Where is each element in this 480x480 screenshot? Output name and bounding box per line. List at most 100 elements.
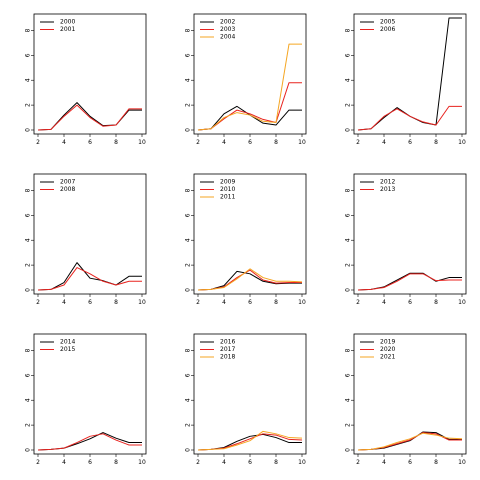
x-tick-label: 4 (62, 459, 66, 466)
series-line-2012 (357, 272, 462, 291)
legend-label: 2000 (60, 19, 75, 26)
x-tick-label: 2 (356, 459, 360, 466)
y-tick-label: 0 (185, 448, 192, 452)
y-tick-label: 4 (185, 78, 192, 82)
y-tick-label: 6 (185, 53, 192, 57)
legend-label: 2009 (220, 179, 235, 186)
x-axis: 2 4 6 8 10 (196, 294, 306, 306)
legend-label: 2005 (380, 19, 395, 26)
x-tick-label: 4 (62, 139, 66, 146)
legend-label: 2020 (380, 346, 395, 353)
x-tick-label: 6 (408, 139, 412, 146)
x-tick-label: 8 (114, 459, 118, 466)
series-line-2014 (37, 432, 142, 451)
series-line-2004 (197, 43, 302, 131)
x-tick-label: 4 (222, 299, 226, 306)
x-axis: 2 4 6 8 10 (356, 294, 466, 306)
legend-label: 2014 (60, 339, 75, 346)
y-tick-label: 6 (185, 373, 192, 377)
y-tick-label: 8 (25, 28, 32, 32)
series-line-2018 (197, 430, 303, 451)
y-tick-label: 8 (25, 348, 32, 352)
legend-label: 2006 (380, 26, 395, 33)
y-tick-label: 2 (25, 263, 32, 267)
x-tick-label: 10 (138, 299, 146, 306)
series-line-2007 (37, 262, 142, 291)
y-tick-label: 2 (345, 103, 352, 107)
x-axis: 2 4 6 8 10 (196, 454, 306, 466)
y-tick-label: 0 (345, 448, 352, 452)
y-axis: 0 2 4 6 8 (185, 188, 194, 292)
legend-label: 2001 (60, 26, 75, 33)
legend-label: 2003 (220, 26, 235, 33)
x-tick-label: 4 (382, 139, 386, 146)
x-tick-label: 2 (356, 299, 360, 306)
y-tick-label: 4 (185, 398, 192, 402)
series-line-2021 (357, 432, 463, 451)
y-tick-label: 6 (25, 53, 32, 57)
series-line-2020 (357, 432, 462, 451)
x-axis: 2 4 6 8 10 (36, 134, 146, 146)
y-tick-label: 4 (25, 398, 32, 402)
y-tick-label: 4 (185, 238, 192, 242)
x-tick-label: 6 (248, 299, 252, 306)
series-line-2008 (37, 267, 142, 291)
x-tick-label: 4 (382, 459, 386, 466)
x-tick-label: 6 (88, 459, 92, 466)
x-tick-label: 4 (222, 139, 226, 146)
y-axis: 0 2 4 6 8 (25, 28, 34, 132)
plot-frame (193, 13, 307, 135)
x-tick-label: 6 (248, 139, 252, 146)
x-tick-label: 10 (458, 139, 466, 146)
plot-frame (193, 173, 307, 295)
x-tick-label: 10 (458, 459, 466, 466)
legend-label: 2002 (220, 19, 235, 26)
x-tick-label: 4 (62, 299, 66, 306)
x-tick-label: 4 (222, 459, 226, 466)
y-axis: 0 2 4 6 8 (25, 188, 34, 292)
y-tick-label: 2 (25, 423, 32, 427)
y-tick-label: 0 (25, 448, 32, 452)
legend-label: 2008 (60, 186, 75, 193)
x-axis: 2 4 6 8 10 (356, 454, 466, 466)
y-tick-label: 6 (185, 213, 192, 217)
legend-label: 2011 (220, 194, 235, 201)
legend-label: 2007 (60, 179, 75, 186)
y-axis: 0 2 4 6 8 (345, 188, 354, 292)
y-tick-label: 8 (185, 28, 192, 32)
x-tick-label: 6 (88, 299, 92, 306)
y-tick-label: 0 (345, 128, 352, 132)
y-tick-label: 0 (185, 288, 192, 292)
x-tick-label: 8 (434, 299, 438, 306)
y-axis: 0 2 4 6 8 (345, 28, 354, 132)
legend-label: 2010 (220, 186, 235, 193)
x-tick-label: 10 (138, 139, 146, 146)
x-tick-label: 8 (114, 299, 118, 306)
x-tick-label: 10 (458, 299, 466, 306)
x-tick-label: 4 (382, 299, 386, 306)
x-tick-label: 2 (36, 459, 40, 466)
y-tick-label: 8 (345, 188, 352, 192)
x-tick-label: 10 (138, 459, 146, 466)
x-axis: 2 4 6 8 10 (196, 134, 306, 146)
x-tick-label: 2 (196, 459, 200, 466)
y-tick-label: 2 (345, 423, 352, 427)
y-tick-label: 4 (25, 238, 32, 242)
y-axis: 0 2 4 6 8 (25, 348, 34, 452)
x-tick-label: 8 (434, 139, 438, 146)
series-line-2013 (357, 273, 462, 291)
x-tick-label: 2 (196, 139, 200, 146)
plot-frame (353, 333, 467, 455)
